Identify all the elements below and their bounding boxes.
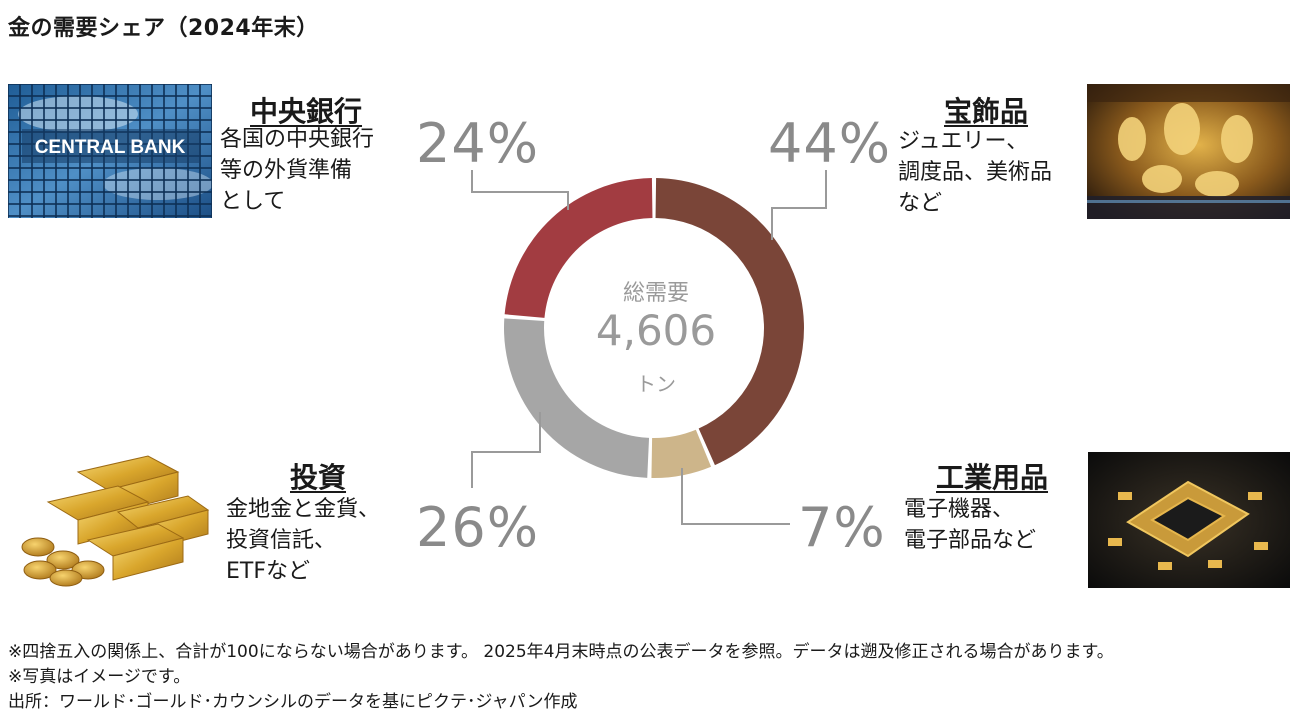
industrial-photo — [1088, 452, 1290, 588]
footnote-source: 出所：ワールド･ゴールド･カウンシルのデータを基にピクテ･ジャパン作成 — [8, 692, 578, 712]
footnote-photo: ※写真はイメージです。 — [8, 667, 191, 687]
total-demand-unit: トン — [636, 372, 676, 396]
central-bank-desc-line: 各国の中央銀行 — [220, 127, 375, 152]
industrial-pct: 7% — [798, 496, 886, 559]
page-title: 金の需要シェア（2024年末） — [8, 16, 319, 41]
investment-title: 投資 — [290, 461, 347, 494]
jewelry-segment — [655, 178, 804, 466]
investment-segment — [504, 318, 650, 478]
central-bank-desc: 各国の中央銀行 等の外貨準備 として — [220, 124, 374, 217]
jewelry-desc-line: ジュエリー、 — [898, 129, 1029, 154]
investment-desc-line: 投資信託、 — [226, 528, 337, 553]
footnote-rounding: ※四捨五入の関係上、合計が100にならない場合があります。 2025年4月末時点… — [8, 642, 1114, 662]
total-demand-value: 4,606 — [595, 306, 717, 355]
investment-desc-line: ETFなど — [226, 559, 310, 584]
jewelry-leader-line — [771, 170, 827, 240]
central-bank-desc-line: 等の外貨準備 — [220, 158, 353, 183]
industrial-desc: 電子機器、 電子部品など — [904, 494, 1036, 556]
jewelry-desc-line: など — [898, 191, 943, 216]
jewelry-photo — [1087, 84, 1290, 219]
central-bank-desc-line: として — [220, 189, 286, 214]
industrial-desc-line: 電子部品など — [904, 528, 1037, 553]
total-demand-label: 総需要 — [622, 281, 689, 306]
industrial-desc-line: 電子機器、 — [904, 497, 1015, 522]
jewelry-desc-line: 調度品、美術品 — [898, 160, 1053, 185]
industrial-segment — [651, 429, 712, 478]
demand-donut-chart — [504, 178, 804, 478]
central-bank-pct: 24% — [416, 112, 540, 175]
investment-photo — [8, 452, 212, 588]
central-bank-photo: CENTRAL BANK — [8, 84, 212, 218]
central-bank-segment — [504, 178, 653, 318]
industrial-leader-line — [681, 468, 790, 525]
jewelry-pct: 44% — [768, 112, 892, 175]
investment-pct: 26% — [416, 496, 540, 559]
jewelry-desc: ジュエリー、 調度品、美術品 など — [898, 126, 1052, 219]
investment-desc-line: 金地金と金貨、 — [226, 497, 381, 522]
central-bank-leader-line — [471, 170, 569, 210]
central-bank-photo-text: CENTRAL BANK — [35, 137, 186, 158]
investment-desc: 金地金と金貨、 投資信託、 ETFなど — [226, 494, 380, 587]
central-bank-title: 中央銀行 — [250, 95, 363, 128]
investment-leader-line — [471, 412, 541, 488]
industrial-title: 工業用品 — [936, 461, 1049, 494]
jewelry-title: 宝飾品 — [944, 95, 1029, 128]
